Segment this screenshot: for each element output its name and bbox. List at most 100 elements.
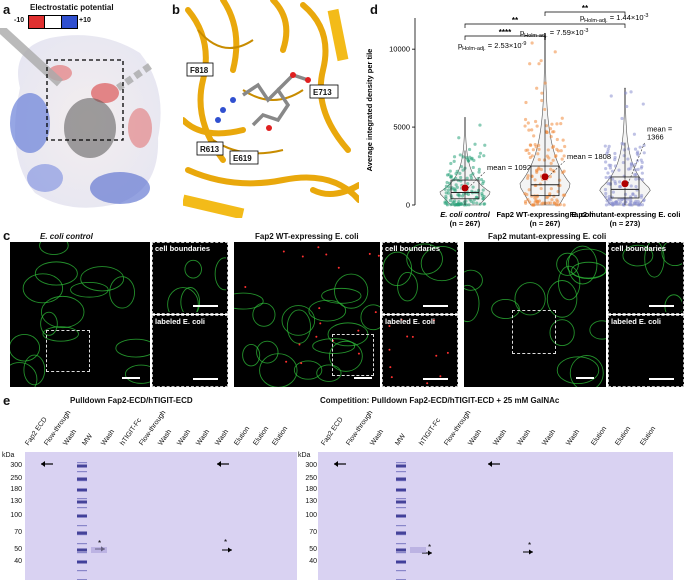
cell-outline — [214, 257, 235, 291]
box-iqr — [450, 179, 480, 200]
data-point — [611, 177, 615, 181]
data-point — [543, 81, 547, 85]
cell-outline — [22, 273, 64, 304]
data-point — [456, 193, 460, 197]
gel-lane-label: Elution — [614, 425, 633, 447]
data-point — [471, 165, 475, 170]
cell-outline — [10, 362, 38, 387]
mw-ladder-band — [396, 507, 406, 509]
data-point — [605, 152, 609, 156]
data-point — [607, 144, 611, 148]
residue-label-f818: F818 — [190, 66, 209, 75]
data-point — [458, 153, 462, 157]
data-point — [531, 203, 536, 207]
mw-ladder-band — [396, 552, 406, 554]
cell-outline — [571, 261, 606, 280]
inset-labeled-ecoli-mutant: labeled E. coli — [608, 315, 684, 387]
data-point — [555, 147, 559, 151]
data-point — [459, 165, 464, 169]
inset-label: cell boundaries — [385, 244, 441, 253]
panel-label-a: a — [3, 2, 11, 17]
asterisk-marker: * — [224, 538, 227, 547]
mw-ladder-band — [396, 570, 406, 572]
cell-outline — [180, 287, 201, 317]
data-point — [638, 203, 642, 207]
scale-max-label: +10 — [79, 17, 91, 24]
data-point — [456, 202, 460, 206]
mw-ladder-band — [77, 552, 87, 554]
data-point — [618, 184, 623, 189]
labeled-bacterium — [298, 343, 301, 346]
gel-lane-label: Wash — [565, 428, 582, 447]
mw-ladder-band — [77, 507, 87, 509]
data-point — [535, 124, 539, 128]
data-point — [558, 178, 562, 182]
significance-stars: ** — [512, 16, 519, 25]
inset-cell-boundaries-control: cell boundaries — [152, 242, 235, 322]
data-point — [606, 171, 610, 175]
cell-outline — [40, 311, 58, 336]
data-point — [553, 50, 557, 54]
box-iqr — [610, 176, 640, 199]
data-point — [550, 122, 554, 126]
data-point — [603, 144, 607, 148]
band-arrow-head — [428, 550, 432, 556]
data-point — [626, 147, 631, 151]
data-point — [636, 150, 640, 154]
data-point — [625, 104, 629, 109]
inset-labeled-ecoli-wt: labeled E. coli — [382, 315, 458, 387]
data-point — [480, 191, 484, 196]
data-point — [559, 149, 563, 153]
cell-outline — [40, 295, 85, 329]
cell-outline — [514, 282, 546, 316]
data-point — [554, 154, 558, 158]
data-point — [533, 143, 537, 147]
data-point — [634, 184, 638, 189]
p-value-label: pHolm-adj. = 7.59×10-3 — [520, 28, 588, 39]
cell-outline — [360, 304, 380, 331]
data-point — [633, 168, 638, 172]
labeled-bacterium — [377, 254, 380, 257]
labeled-bacterium — [388, 325, 391, 328]
data-point — [443, 187, 447, 191]
kda-tick-label: 50 — [309, 546, 317, 553]
labeled-bacterium — [300, 362, 303, 365]
band-arrow-head — [334, 461, 338, 467]
cell-outline — [124, 364, 150, 384]
mw-ladder-band — [77, 525, 87, 527]
mean-marker — [540, 172, 550, 181]
data-point — [452, 155, 457, 159]
data-point — [537, 62, 541, 66]
data-point — [562, 203, 566, 207]
cell-outline — [464, 284, 480, 323]
data-point — [548, 127, 553, 131]
inset-label: labeled E. coli — [611, 317, 662, 326]
data-point — [539, 186, 543, 191]
cell-outline — [34, 261, 78, 286]
data-point — [642, 198, 646, 202]
panel-label-c: c — [3, 228, 11, 243]
data-point — [444, 194, 448, 199]
data-point — [605, 199, 609, 203]
mw-ladder-band — [77, 471, 87, 473]
data-point — [524, 148, 528, 152]
data-point — [562, 193, 567, 197]
data-point — [608, 181, 612, 186]
mw-ladder-band — [77, 534, 87, 536]
mean-marker — [620, 179, 630, 188]
gel-title-competition: Competition: Pulldown Fap2-ECD/hTIGIT-EC… — [320, 396, 560, 405]
data-point — [475, 201, 479, 205]
data-point — [482, 154, 486, 158]
data-point — [527, 128, 531, 132]
p-value-label: pHolm-adj. = 2.53×10-9 — [458, 41, 526, 52]
data-point — [558, 203, 562, 207]
data-point — [631, 192, 635, 197]
data-point — [555, 137, 559, 142]
y-tick-label: 0 — [406, 201, 410, 210]
data-point — [622, 148, 626, 152]
data-point — [533, 196, 537, 200]
cell-outline — [316, 364, 342, 382]
data-point — [527, 188, 531, 192]
data-point — [562, 169, 566, 173]
labeled-bacterium — [285, 360, 288, 363]
